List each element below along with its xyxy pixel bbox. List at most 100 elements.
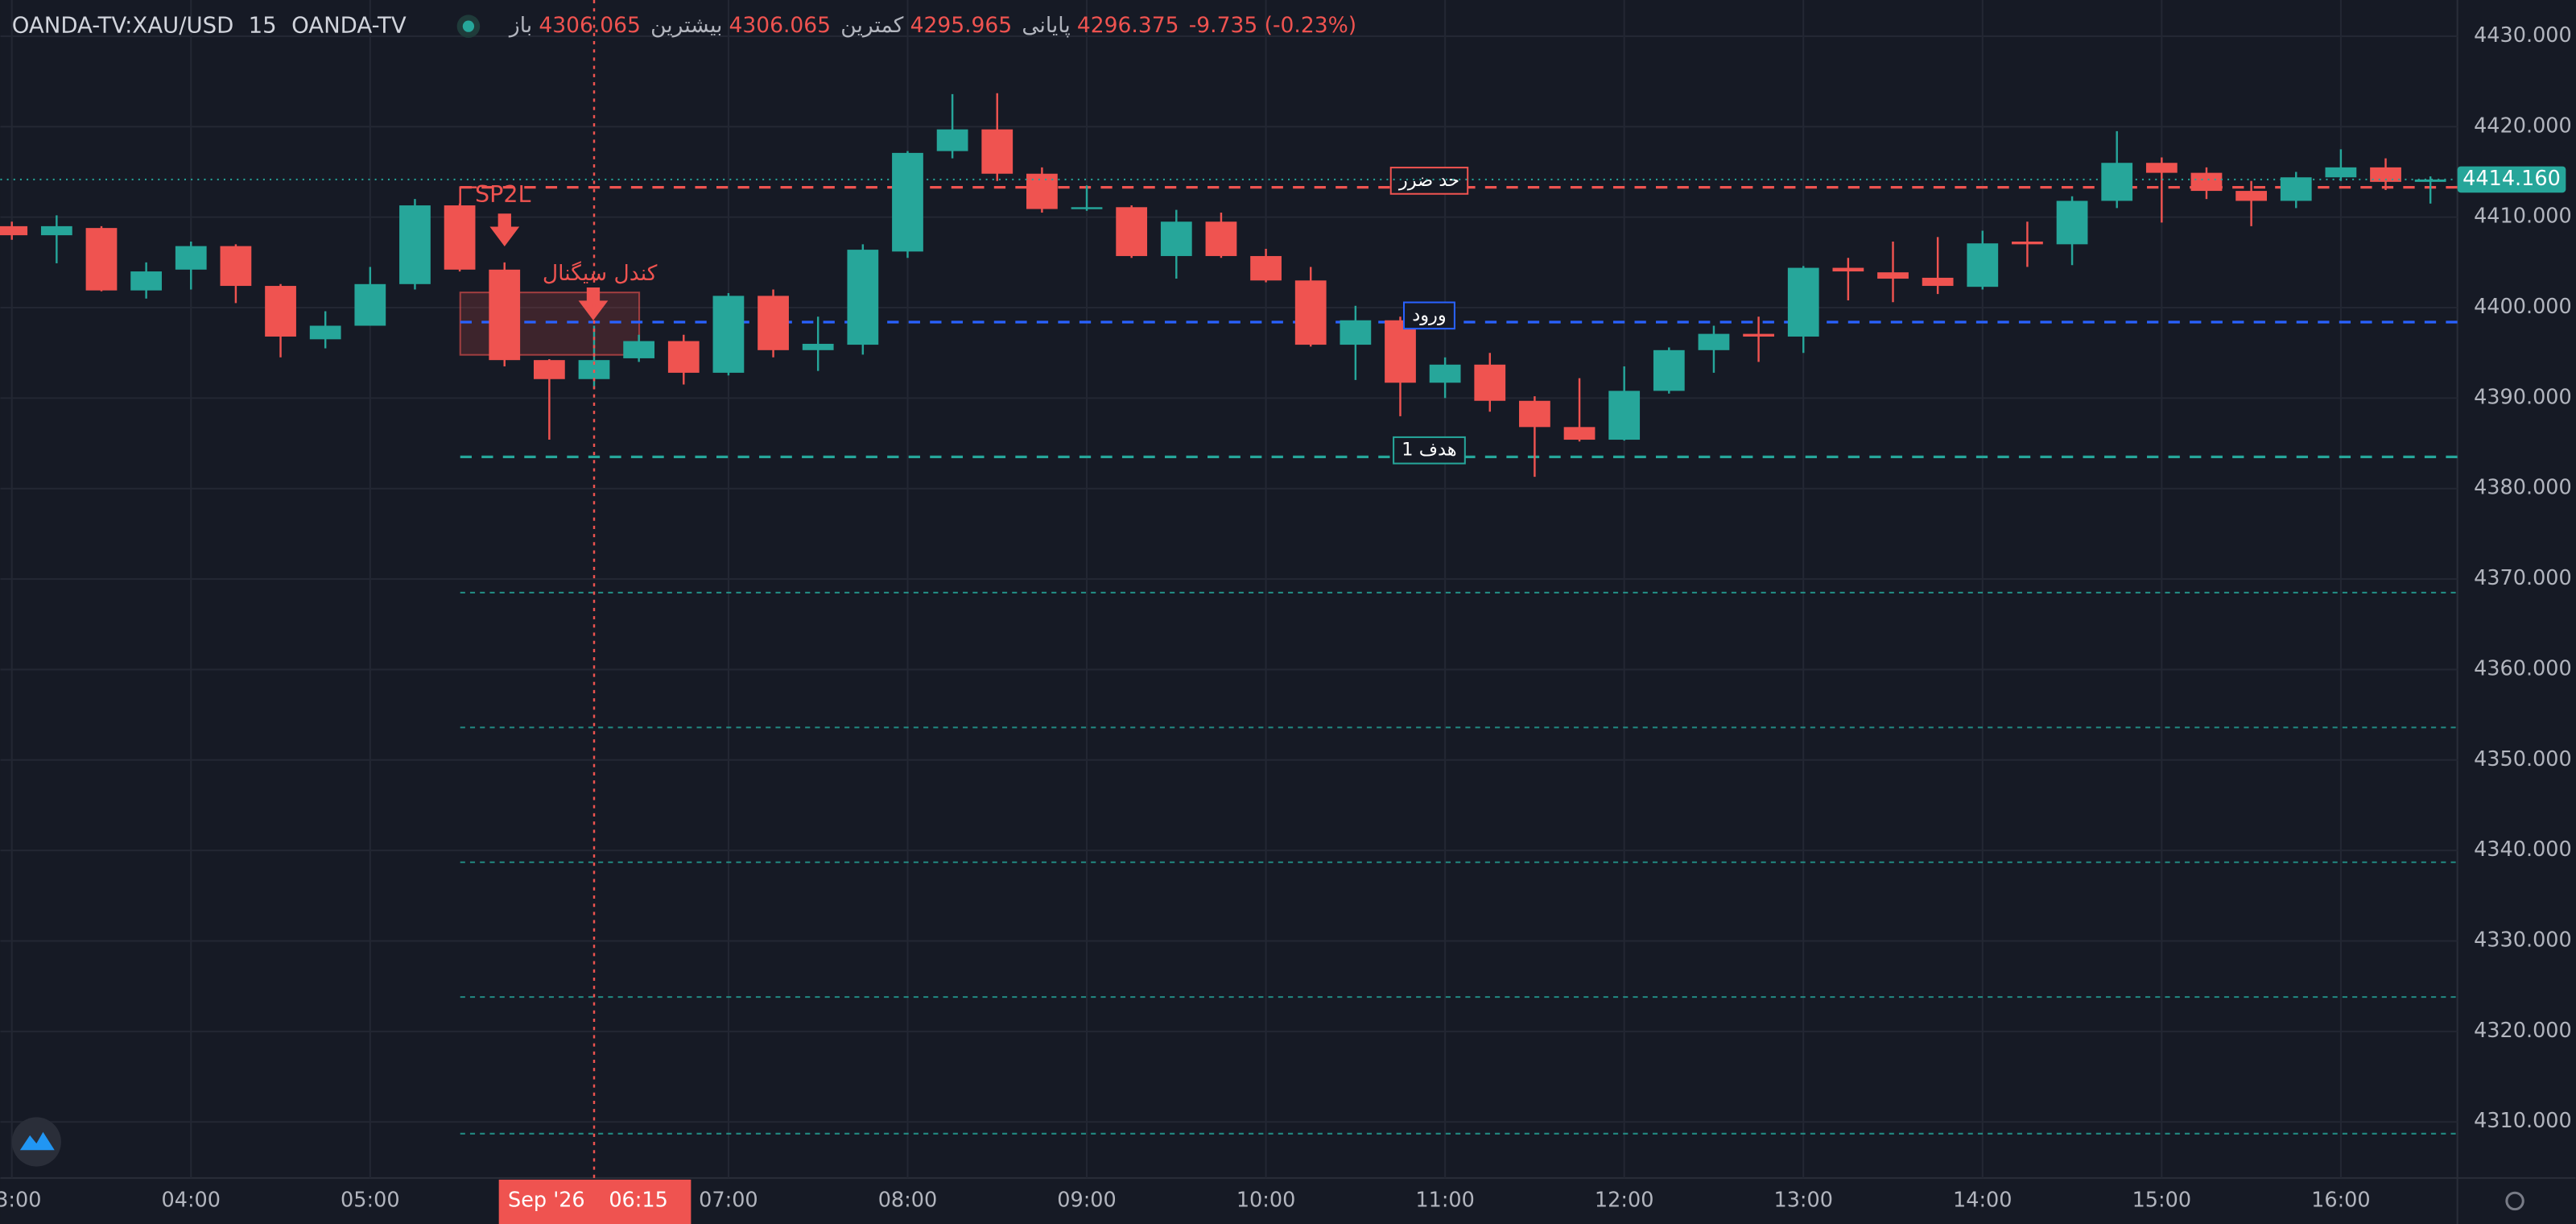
candle-body — [892, 152, 923, 252]
candle-body — [1967, 243, 1999, 287]
candle-body — [2325, 167, 2357, 178]
candle-body — [2280, 177, 2312, 201]
crosshair-label-box — [498, 1179, 691, 1224]
signal-label: کندل سیگنال — [543, 261, 658, 286]
y-tick-label: 4330.000 — [2474, 928, 2572, 953]
candle-body — [2056, 201, 2088, 245]
crosshair-date: Sep '26 — [508, 1188, 585, 1212]
exchange: OANDA-TV — [291, 13, 407, 39]
candle-body — [220, 246, 252, 287]
candle-body — [354, 283, 386, 326]
signal-arrow — [578, 287, 609, 320]
candle-body — [2145, 163, 2178, 173]
candle-body — [802, 343, 834, 350]
candle-body — [309, 325, 341, 340]
candle-body — [2012, 241, 2043, 245]
logo[interactable] — [11, 1117, 61, 1167]
crosshair-time: 06:15 — [609, 1188, 668, 1212]
y-tick-label: 4390.000 — [2474, 385, 2572, 409]
logo-icon — [19, 1131, 55, 1151]
x-tick-label: 12:00 — [1595, 1188, 1653, 1212]
candle-body — [2370, 167, 2401, 182]
ohlc-label: باز — [508, 13, 532, 38]
candle-body — [936, 129, 968, 151]
level-label: هدف 1 — [1402, 440, 1456, 461]
last-price-box — [2457, 166, 2566, 193]
level-label: حد ضرر — [1398, 170, 1459, 191]
ohlc-label: پایانی — [1022, 13, 1070, 38]
candle-body — [399, 205, 431, 284]
candle-body — [1877, 272, 1909, 279]
level-label: ورود — [1412, 304, 1446, 325]
candle-body — [1116, 207, 1148, 256]
x-tick-label: 04:00 — [162, 1188, 221, 1212]
ohlc-value: 4295.965 — [910, 13, 1013, 38]
candle-body — [847, 250, 879, 345]
level-label-box — [1389, 167, 1469, 195]
candle-body — [1743, 333, 1774, 337]
y-tick-label: 4340.000 — [2474, 837, 2572, 862]
candle-body — [712, 296, 745, 373]
signal-zone — [459, 292, 641, 356]
candle-body — [175, 246, 207, 270]
candle-body — [758, 296, 789, 350]
ohlc-value: 4306.065 — [729, 13, 832, 38]
candle-body — [1698, 333, 1730, 350]
x-tick-label: 13:00 — [1773, 1188, 1833, 1212]
status-dot — [462, 20, 475, 32]
y-tick-label: 4410.000 — [2474, 205, 2572, 229]
x-tick-label: 08:00 — [878, 1188, 938, 1212]
ohlc-value: 4306.065 — [539, 13, 641, 38]
x-tick-label: 14:00 — [1953, 1188, 2013, 1212]
candle-body — [85, 228, 118, 291]
candle-body — [1385, 320, 1416, 383]
candle-body — [444, 205, 476, 270]
ohlc-label: کمترین — [840, 13, 904, 38]
last-price-label: 4414.160 — [2462, 167, 2561, 191]
candle-body — [1608, 391, 1641, 440]
y-tick-label: 4310.000 — [2474, 1109, 2572, 1133]
settings-icon[interactable] — [2505, 1191, 2524, 1211]
change: -9.735 (-0.23%) — [1189, 13, 1356, 38]
candle-body — [981, 129, 1013, 174]
candle-body — [2101, 163, 2133, 201]
x-tick-label: 05:00 — [341, 1188, 400, 1212]
y-tick-label: 4420.000 — [2474, 114, 2572, 138]
level-label-box — [1393, 436, 1466, 465]
x-tick-label: 10:00 — [1236, 1188, 1295, 1212]
candle-body — [1160, 221, 1192, 256]
candle-body — [1563, 427, 1596, 440]
y-tick-label: 4380.000 — [2474, 476, 2572, 500]
candle-body — [578, 360, 610, 379]
ohlc-value: 4296.375 — [1077, 13, 1179, 38]
candle-body — [2235, 191, 2267, 201]
candle-body — [533, 360, 565, 379]
candle-body — [667, 341, 700, 373]
candle-body — [2190, 172, 2223, 192]
x-tick-label: 09:00 — [1057, 1188, 1117, 1212]
candle-body — [1922, 277, 1954, 287]
level-label-box — [1402, 301, 1455, 330]
candle-body — [1340, 320, 1372, 345]
candle-body — [1294, 280, 1327, 345]
x-tick-label: 03:00 — [0, 1188, 41, 1212]
symbol: OANDA-TV:XAU/USD — [12, 13, 234, 39]
candle-body — [623, 341, 655, 358]
candle-body — [130, 271, 163, 291]
ohlc-label: بیشترین — [650, 13, 722, 38]
x-tick-label: 07:00 — [699, 1188, 758, 1212]
interval: 15 — [249, 13, 277, 39]
y-tick-label: 4360.000 — [2474, 656, 2572, 680]
y-tick-label: 4350.000 — [2474, 747, 2572, 771]
x-tick-label: 16:00 — [2311, 1188, 2371, 1212]
y-tick-label: 4370.000 — [2474, 566, 2572, 590]
candle-body — [1250, 255, 1282, 281]
y-tick-label: 4320.000 — [2474, 1019, 2572, 1043]
candle-body — [1832, 267, 1864, 272]
pattern-arrow — [489, 213, 520, 247]
candle-body — [1787, 267, 1819, 337]
candle-body — [0, 225, 28, 236]
